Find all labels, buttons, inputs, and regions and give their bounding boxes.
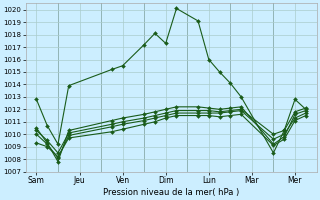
X-axis label: Pression niveau de la mer( hPa ): Pression niveau de la mer( hPa ) — [103, 188, 239, 197]
